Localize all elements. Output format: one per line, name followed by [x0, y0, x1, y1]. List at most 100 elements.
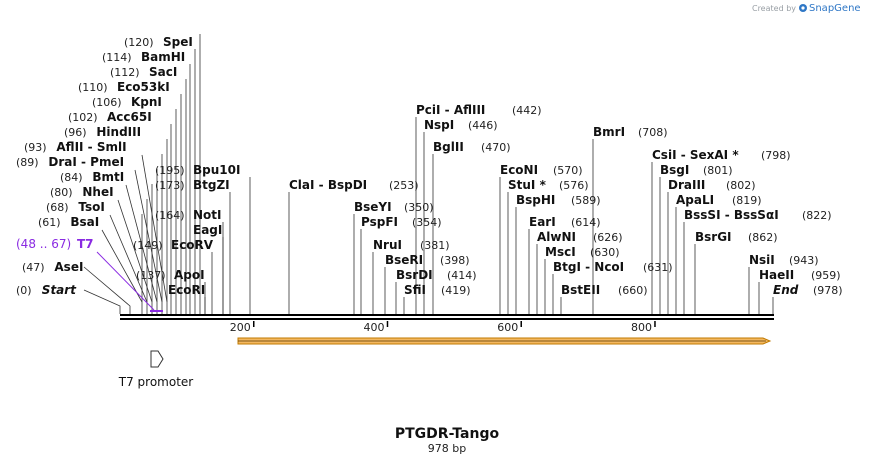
cut-position: (68)	[46, 201, 69, 214]
site-acc65i[interactable]: (102) Acc65I	[68, 110, 152, 124]
enzyme-name: SpeI	[163, 35, 193, 49]
enzyme-name: DraI - PmeI	[48, 155, 124, 169]
primer-range: (48 .. 67)	[16, 237, 71, 251]
enzyme-name: NsiI	[749, 253, 775, 267]
cut-position: (93)	[24, 141, 47, 154]
cut-position: (822)	[802, 209, 832, 222]
enzyme-name: BsgI	[660, 163, 689, 177]
site-nspi[interactable]: NspI (446)	[424, 118, 498, 132]
leader-diag-nhei	[117, 199, 153, 303]
site-eari[interactable]: EarI (614)	[529, 215, 601, 229]
cut-position: (89)	[16, 156, 39, 169]
site-bglii[interactable]: BglII (470)	[433, 140, 511, 154]
site-pcii-afliii[interactable]: PciI - AflIII (442)	[416, 103, 542, 117]
site-msci[interactable]: MscI (630)	[545, 245, 620, 259]
enzyme-name: HaeII	[759, 268, 794, 282]
site-ecorv[interactable]: (149) EcoRV	[133, 238, 214, 252]
site-asei[interactable]: (47) AseI	[22, 260, 83, 274]
cut-position: (819)	[732, 194, 762, 207]
promoter-arrow-icon	[150, 350, 164, 368]
site-haeii[interactable]: HaeII (959)	[759, 268, 841, 282]
site-nhei[interactable]: (80) NheI	[50, 185, 114, 199]
cut-position: (106)	[92, 96, 122, 109]
site-bsrdi[interactable]: BsrDI (414)	[396, 268, 477, 282]
site-bsgi[interactable]: BsgI (801)	[660, 163, 733, 177]
cut-position: (446)	[468, 119, 498, 132]
site-btgi-ncoi[interactable]: BtgI - NcoI (631)	[553, 260, 673, 274]
site-sfii[interactable]: SfiI (419)	[404, 283, 471, 297]
cut-position: (801)	[703, 164, 733, 177]
leader-asei	[83, 266, 131, 314]
site-apali[interactable]: ApaLI (819)	[676, 193, 762, 207]
site-hindiii[interactable]: (96) HindIII	[64, 125, 141, 139]
site-bsteii[interactable]: BstEII (660)	[561, 283, 648, 297]
site-econi[interactable]: EcoNI (570)	[500, 163, 583, 177]
site-tsoi[interactable]: (68) TsoI	[46, 200, 105, 214]
site-spei[interactable]: (120) SpeI	[124, 35, 193, 49]
primer-name: T7	[77, 237, 94, 251]
site-pspfi[interactable]: PspFI (354)	[361, 215, 442, 229]
cut-position: (80)	[50, 186, 73, 199]
site-nrui[interactable]: NruI (381)	[373, 238, 450, 252]
primer-t7[interactable]: (48 .. 67) T7	[16, 237, 163, 312]
site-bmri[interactable]: BmrI (708)	[593, 125, 668, 139]
cut-position: (84)	[60, 171, 83, 184]
cut-position: (114)	[102, 51, 132, 64]
watermark-text: Created by	[752, 4, 796, 13]
enzyme-name: NheI	[82, 185, 113, 199]
site-bamhi[interactable]: (114) BamHI	[102, 50, 185, 64]
snapgene-logo-icon	[799, 4, 807, 12]
leader-lines	[83, 34, 774, 314]
site-eco53ki[interactable]: (110) Eco53kI	[78, 80, 170, 94]
cut-position: (120)	[124, 36, 154, 49]
cut-position: (381)	[420, 239, 450, 252]
site-bsphi[interactable]: BspHI (589)	[516, 193, 601, 207]
enzyme-name: AflII - SmlI	[56, 140, 126, 154]
leader-diag-drai-pmei	[134, 169, 163, 303]
cut-position: (350)	[404, 201, 434, 214]
enzyme-name: PciI - AflIII	[416, 103, 485, 117]
site-bseyi[interactable]: BseYI (350)	[354, 200, 434, 214]
cut-position: (802)	[726, 179, 756, 192]
site-alwni[interactable]: AlwNI (626)	[537, 230, 623, 244]
enzyme-name: Acc65I	[107, 110, 152, 124]
site-clai-bspdi[interactable]: ClaI - BspDI (253)	[289, 178, 419, 192]
site-bpu10i[interactable]: (195) Bpu10I	[155, 163, 240, 177]
site-ecori[interactable]: EcoRI	[168, 283, 205, 297]
enzyme-name: KpnI	[131, 95, 162, 109]
feature-arrow[interactable]	[237, 337, 772, 345]
enzyme-name: NspI	[424, 118, 454, 132]
leader-diag-bsai	[101, 229, 143, 303]
site-start[interactable]: (0) Start	[16, 283, 77, 297]
site-btgzi[interactable]: (173) BtgZI	[155, 178, 230, 192]
site-csii-sexai[interactable]: CsiI - SexAI * (798)	[652, 148, 791, 162]
site-draiii[interactable]: DraIII (802)	[668, 178, 756, 192]
enzyme-name: Start	[42, 283, 77, 297]
site-bseri[interactable]: BseRI (398)	[385, 253, 470, 267]
enzyme-name: MscI	[545, 245, 576, 259]
enzyme-name: BmtI	[92, 170, 124, 184]
site-bsai[interactable]: (61) BsaI	[38, 215, 99, 229]
cut-position: (47)	[22, 261, 45, 274]
site-saci[interactable]: (112) SacI	[110, 65, 177, 79]
site-aflii-smli[interactable]: (93) AflII - SmlI	[24, 140, 127, 154]
plasmid-title: PTGDR-Tango	[395, 426, 500, 442]
site-bsssi-bsssai[interactable]: BssSI - BssSαI (822)	[684, 208, 832, 222]
cut-position: (442)	[512, 104, 542, 117]
site-stui[interactable]: StuI * (576)	[508, 178, 589, 192]
t7-promoter-feature[interactable]: T7 promoter	[118, 350, 194, 389]
cut-position: (626)	[593, 231, 623, 244]
site-apoi[interactable]: (137) ApoI	[136, 268, 205, 282]
site-kpni[interactable]: (106) KpnI	[92, 95, 162, 109]
site-bsrgi[interactable]: BsrGI (862)	[695, 230, 778, 244]
enzyme-name: SacI	[149, 65, 177, 79]
ruler-tick-label: 800	[631, 321, 652, 334]
site-nsii[interactable]: NsiI (943)	[749, 253, 819, 267]
site-eagi[interactable]: EagI	[193, 223, 222, 237]
site-drai-pmei[interactable]: (89) DraI - PmeI	[16, 155, 124, 169]
leader-diag-aflii-smli	[141, 154, 168, 303]
cut-position: (0)	[16, 284, 32, 297]
site-noti[interactable]: (164) NotI	[155, 208, 222, 222]
site-end[interactable]: End (978)	[773, 283, 843, 297]
site-bmti[interactable]: (84) BmtI	[60, 170, 124, 184]
